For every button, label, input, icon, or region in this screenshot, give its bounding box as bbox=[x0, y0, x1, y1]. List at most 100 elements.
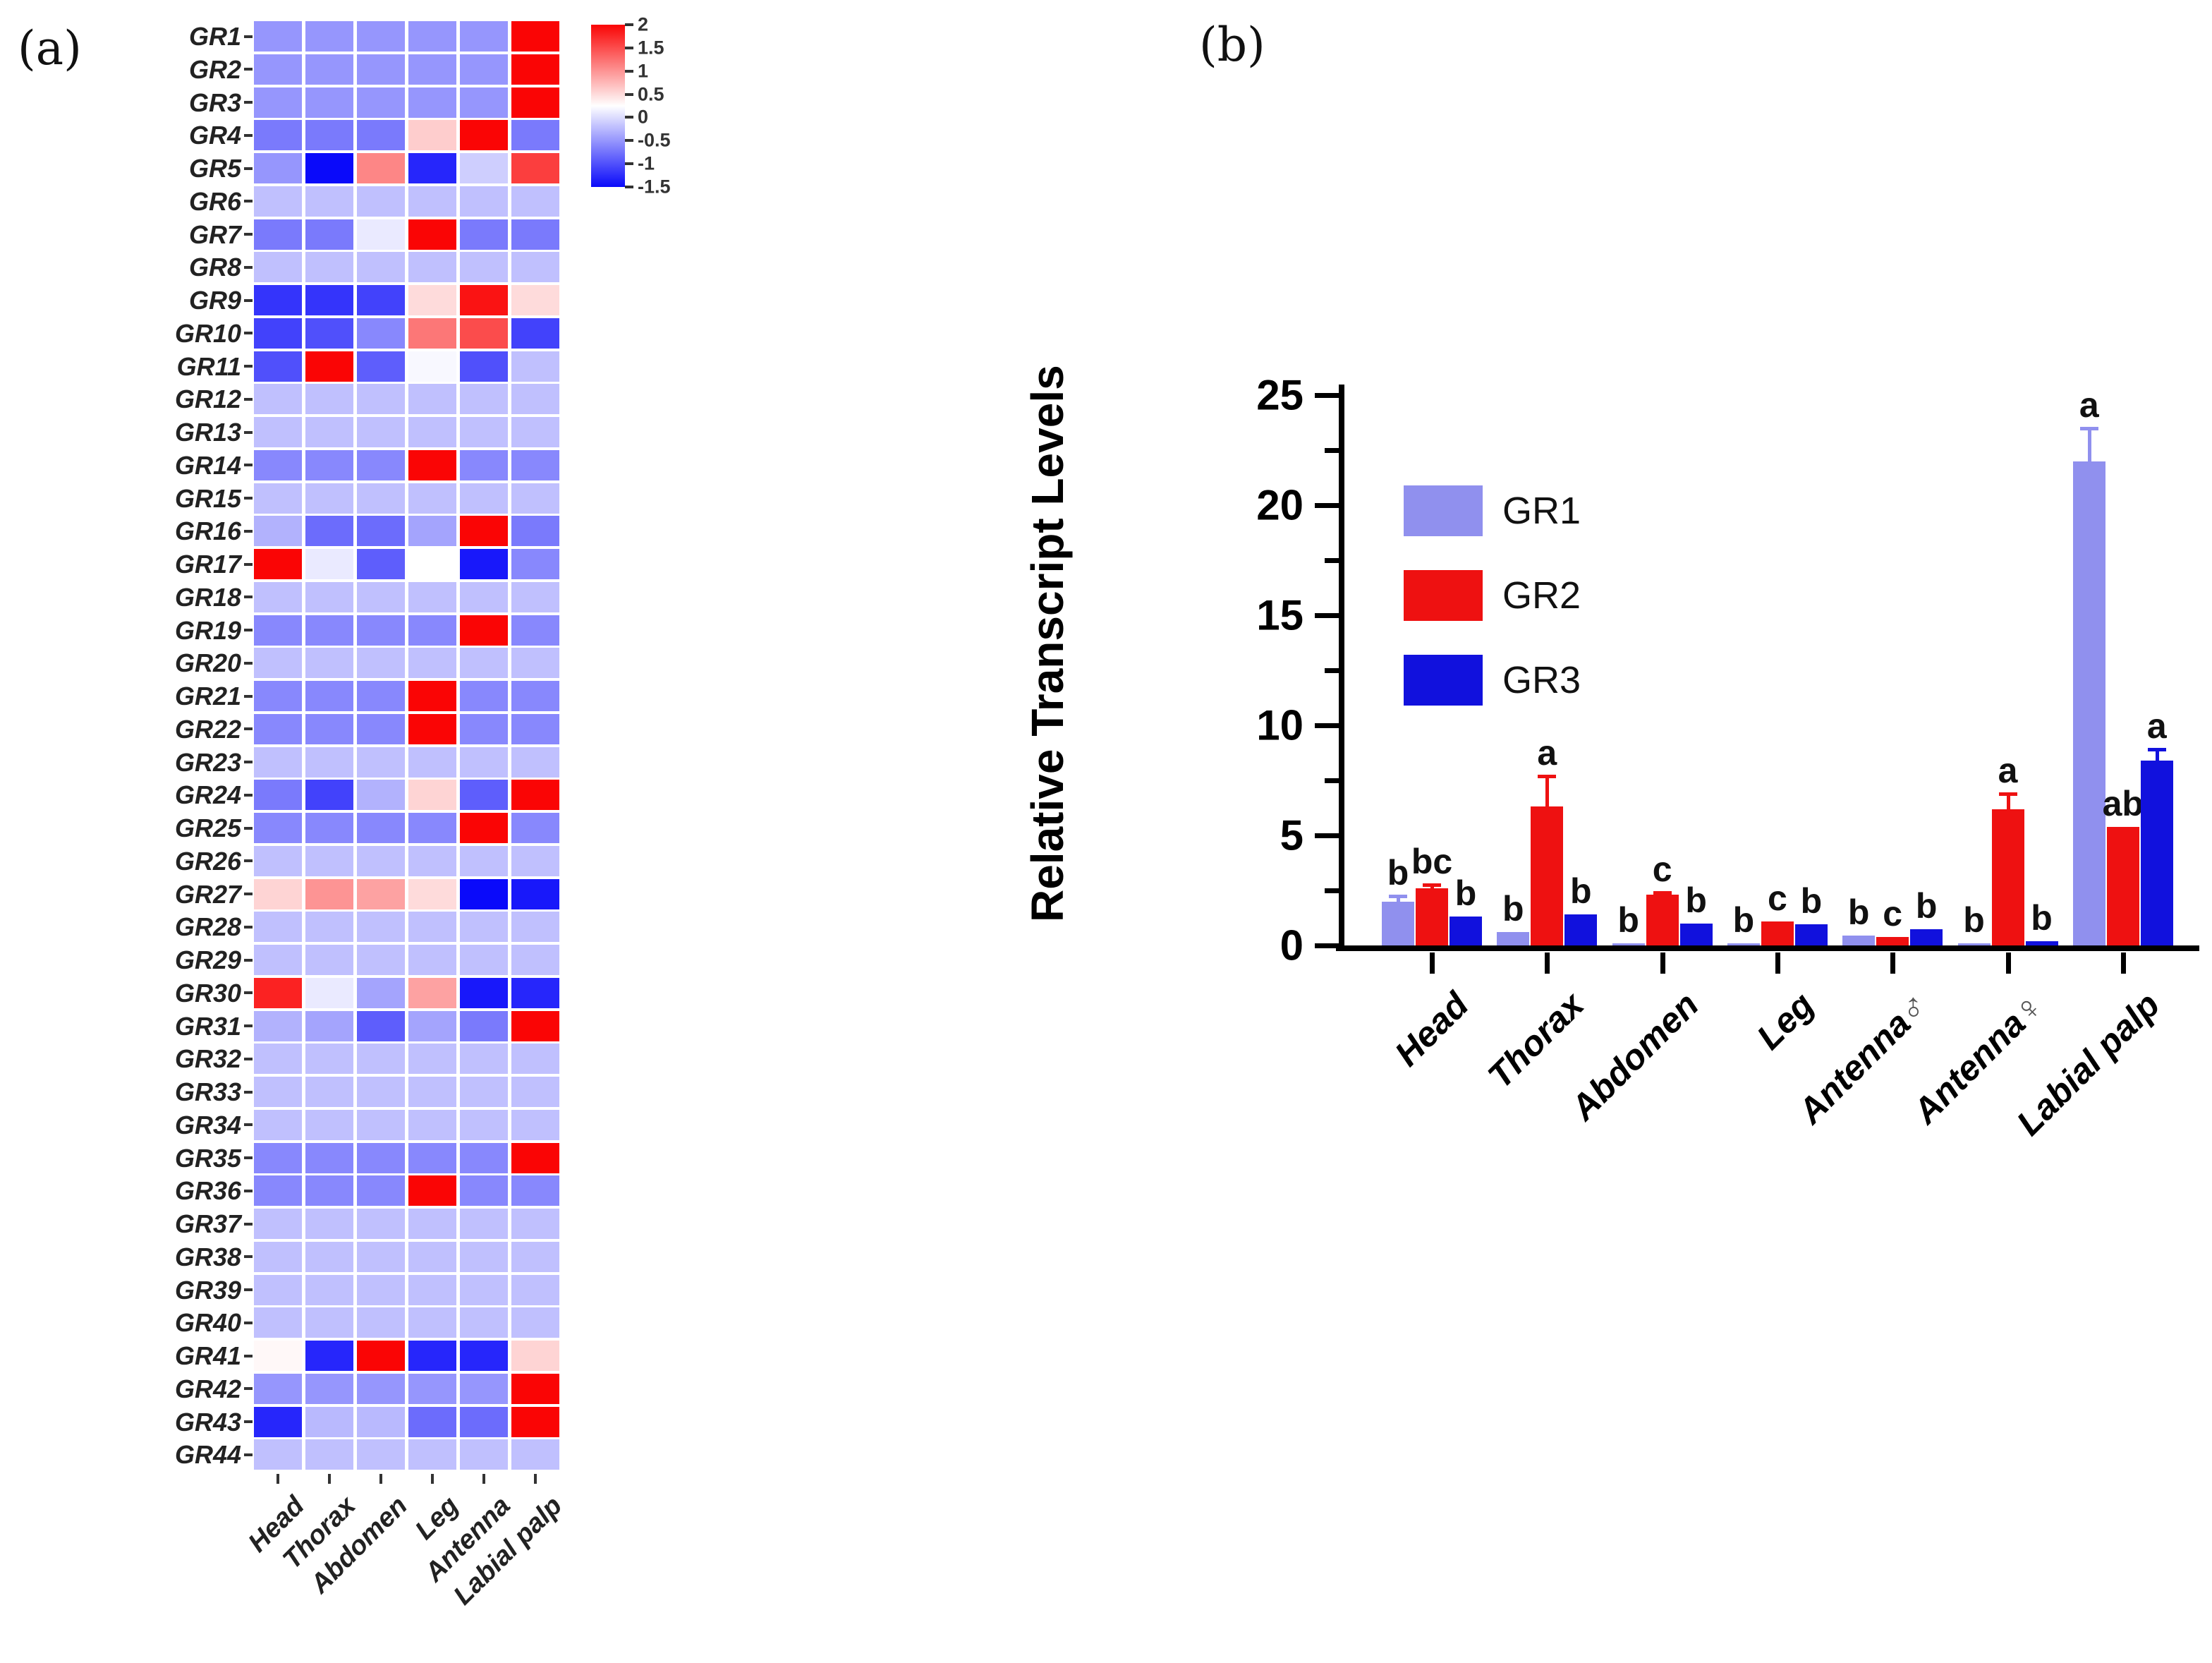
bar-gr3-6 bbox=[2140, 760, 2173, 945]
heatmap-cell bbox=[357, 318, 405, 349]
heatmap-cell bbox=[305, 1373, 353, 1404]
heatmap-cell bbox=[357, 483, 405, 514]
x-category-label: Thorax bbox=[1480, 984, 1591, 1096]
heatmap-row-label: GR15 bbox=[174, 483, 241, 513]
heatmap-cell bbox=[408, 1077, 456, 1107]
heatmap-row-tick bbox=[244, 365, 253, 368]
heatmap-cell bbox=[254, 285, 302, 315]
heatmap-cell bbox=[408, 648, 456, 679]
heatmap-cell bbox=[305, 912, 353, 943]
heatmap-cell bbox=[254, 252, 302, 283]
heatmap-cell bbox=[460, 1209, 508, 1239]
heatmap-cell bbox=[357, 1373, 405, 1404]
heatmap-cell bbox=[460, 549, 508, 579]
y-tick-label: 10 bbox=[1256, 701, 1304, 749]
heatmap-cell bbox=[408, 681, 456, 711]
heatmap-cell bbox=[511, 21, 559, 52]
heatmap-cell bbox=[511, 845, 559, 876]
heatmap-row-label: GR12 bbox=[174, 385, 241, 414]
heatmap-row-tick bbox=[244, 629, 253, 631]
bar-gr3-2 bbox=[1679, 923, 1713, 945]
heatmap-cell bbox=[305, 318, 353, 349]
bar-gr2-2 bbox=[1646, 895, 1679, 945]
heatmap-row-label: GR10 bbox=[174, 318, 241, 348]
x-tick bbox=[1890, 953, 1896, 974]
heatmap-cell bbox=[305, 252, 353, 283]
heatmap-cell bbox=[460, 21, 508, 52]
heatmap-cell bbox=[408, 1109, 456, 1140]
sig-letter: a bbox=[1537, 732, 1557, 773]
heatmap-cell bbox=[305, 1341, 353, 1371]
heatmap-cell bbox=[305, 1109, 353, 1140]
heatmap-cell bbox=[408, 219, 456, 250]
heatmap-col-tick bbox=[482, 1474, 485, 1484]
heatmap-cell bbox=[254, 384, 302, 415]
heatmap-cell bbox=[305, 449, 353, 480]
x-axis-line bbox=[1336, 945, 2199, 951]
heatmap-cell bbox=[408, 54, 456, 85]
heatmap-cell bbox=[511, 780, 559, 811]
panel-a-label: (a) bbox=[18, 21, 82, 75]
heatmap-cell bbox=[254, 615, 302, 646]
colorbar-tick-label: 0 bbox=[638, 106, 649, 128]
heatmap-row-tick bbox=[244, 1420, 253, 1423]
heatmap-row-tick bbox=[244, 68, 253, 71]
heatmap-cell bbox=[511, 1175, 559, 1207]
heatmap-row-label: GR4 bbox=[188, 121, 241, 150]
colorbar-tick bbox=[625, 139, 633, 143]
bar-gr2-3 bbox=[1761, 921, 1794, 945]
colorbar-tick bbox=[625, 46, 633, 49]
heatmap-row-label: GR24 bbox=[174, 780, 241, 810]
heatmap-cell bbox=[357, 1274, 405, 1305]
sig-letter: b bbox=[1387, 852, 1409, 893]
sig-letter: b bbox=[2031, 897, 2053, 938]
heatmap-cell bbox=[511, 945, 559, 975]
heatmap-row-label: GR13 bbox=[174, 418, 241, 447]
heatmap-cell bbox=[254, 1175, 302, 1207]
heatmap-cell bbox=[305, 186, 353, 217]
error-bar bbox=[2006, 793, 2010, 809]
heatmap-cell bbox=[254, 1307, 302, 1338]
heatmap-row-tick bbox=[244, 35, 253, 38]
heatmap-cell bbox=[305, 1439, 353, 1470]
heatmap-cell bbox=[408, 945, 456, 975]
heatmap-cell bbox=[254, 1373, 302, 1404]
y-major-tick bbox=[1315, 833, 1339, 838]
heatmap-col-tick bbox=[534, 1474, 537, 1484]
heatmap-cell bbox=[254, 318, 302, 349]
heatmap-cell bbox=[357, 1010, 405, 1041]
heatmap-cell bbox=[357, 1406, 405, 1437]
heatmap-cell bbox=[511, 1109, 559, 1140]
y-tick-label: 0 bbox=[1280, 921, 1304, 969]
heatmap-row-tick bbox=[244, 1288, 253, 1291]
heatmap-cell bbox=[460, 977, 508, 1008]
heatmap-cell bbox=[460, 813, 508, 843]
heatmap-cell bbox=[460, 878, 508, 909]
heatmap-cell bbox=[305, 1077, 353, 1107]
heatmap-cell bbox=[357, 417, 405, 447]
heatmap-cell bbox=[357, 912, 405, 943]
bar-gr1-2 bbox=[1612, 943, 1645, 945]
heatmap-cell bbox=[511, 878, 559, 909]
heatmap-cell bbox=[408, 351, 456, 382]
bar-gr1-3 bbox=[1727, 943, 1760, 945]
heatmap-cell bbox=[460, 1307, 508, 1338]
heatmap-row-tick bbox=[244, 1321, 253, 1324]
y-major-tick bbox=[1315, 723, 1339, 728]
heatmap-row-tick bbox=[244, 464, 253, 467]
heatmap-cell bbox=[511, 615, 559, 646]
heatmap-cell bbox=[305, 120, 353, 151]
heatmap-cell bbox=[511, 417, 559, 447]
bar-chart-y-axis-title: Relative Transcript Levels bbox=[1022, 365, 1073, 922]
bar-gr1-1 bbox=[1497, 932, 1530, 945]
heatmap-cell bbox=[254, 1274, 302, 1305]
heatmap-cell bbox=[511, 1406, 559, 1437]
heatmap-cell bbox=[357, 21, 405, 52]
bar-gr2-4 bbox=[1876, 936, 1909, 945]
heatmap-cell bbox=[305, 977, 353, 1008]
heatmap-cell bbox=[511, 681, 559, 711]
heatmap-row-tick bbox=[244, 397, 253, 401]
heatmap-cell bbox=[511, 813, 559, 843]
heatmap-cell bbox=[254, 713, 302, 744]
colorbar-tick-label: 2 bbox=[638, 13, 649, 35]
